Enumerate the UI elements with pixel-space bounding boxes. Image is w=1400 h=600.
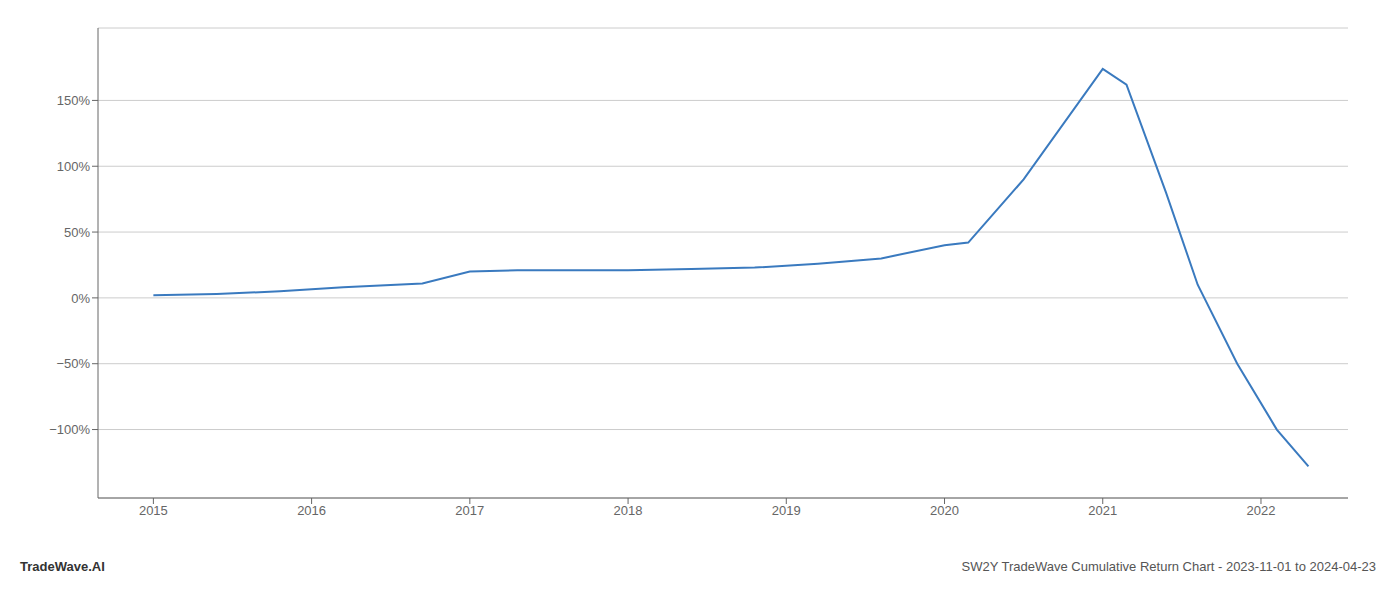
html-text:SW2Y TradeWave Cumulative Retu: SW2Y TradeWave Cumulative Return Chart -…: [961, 558, 1376, 574]
svg-text:2020: 2020: [930, 503, 959, 518]
svg-text:2016: 2016: [297, 503, 326, 518]
svg-text:150%: 150%: [57, 93, 91, 108]
svg-text:50%: 50%: [64, 225, 90, 240]
svg-text:2019: 2019: [772, 503, 801, 518]
svg-text:2015: 2015: [139, 503, 168, 518]
svg-text:2021: 2021: [1088, 503, 1117, 518]
svg-text:2017: 2017: [455, 503, 484, 518]
html-text:TradeWave.AI: TradeWave.AI: [20, 558, 105, 574]
svg-text:−100%: −100%: [49, 422, 90, 437]
svg-text:−50%: −50%: [56, 356, 90, 371]
svg-text:0%: 0%: [71, 291, 90, 306]
svg-text:2022: 2022: [1247, 503, 1276, 518]
svg-text:100%: 100%: [57, 159, 91, 174]
svg-text:2018: 2018: [614, 503, 643, 518]
